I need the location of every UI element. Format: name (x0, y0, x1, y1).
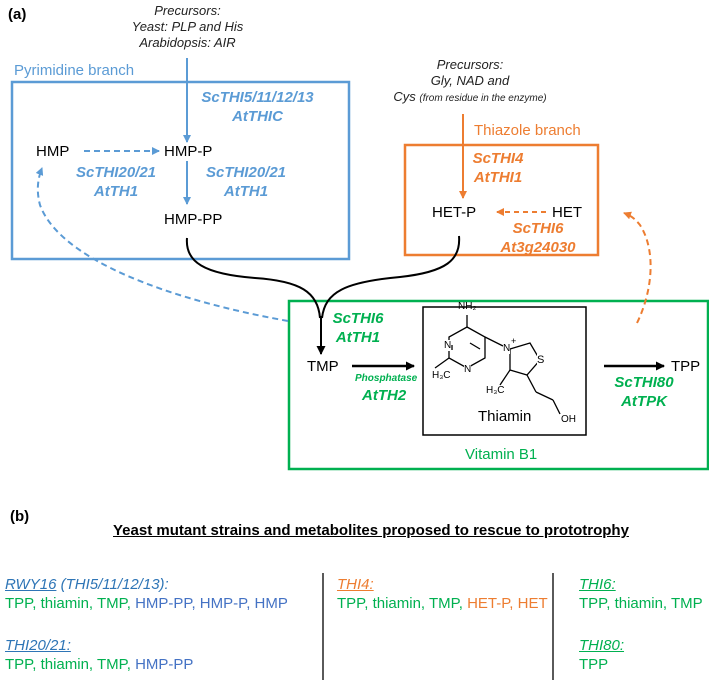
atom-oh: OH (561, 414, 576, 425)
connector-het-p (321, 235, 461, 319)
strain-thi20-row: THI20/21: TPP, thiamin, TMP, HMP-PP (5, 637, 193, 673)
metabolite-tmp: TMP (307, 358, 339, 375)
rescue-green-list: TPP (579, 656, 609, 673)
rescue-orange-list: HET-P, HET (467, 595, 548, 612)
metabolite-hmp: HMP (36, 143, 70, 160)
atom-n1: N (444, 340, 452, 351)
thiazole-precursors: Precursors: Gly, NAD and Cys (from resid… (390, 57, 550, 107)
atom-h3c-left: H₃C (432, 370, 451, 381)
enzyme-thi5-thic: ScTHI5/11/12/13 AtTHIC (201, 89, 314, 125)
atom-h3c-right: H₃C (486, 385, 505, 396)
rescue-blue-list: HMP-PP, HMP-P, HMP (135, 595, 288, 612)
pyrimidine-branch-box (10, 80, 351, 261)
phosphatase-label: Phosphatase (355, 373, 418, 384)
strain-thi4: THI4: (337, 576, 374, 593)
enzyme-thi6-at3g24030: ScTHI6 At3g24030 (500, 220, 576, 256)
pyrimidine-branch-title: Pyrimidine branch (14, 62, 135, 79)
metabolite-hmp-p: HMP-P (164, 143, 213, 160)
rescue-green-list: TPP, thiamin, TMP, (5, 595, 131, 612)
strain-thi6: THI6: (579, 576, 616, 593)
enzyme-thi4-thi1: ScTHI4 AtTHI1 (472, 150, 524, 186)
precursors-yeast: Yeast: PLP and His (131, 19, 244, 34)
atom-n3: N (503, 343, 511, 354)
strain-thi6-row: THI6: TPP, thiamin, TMP (579, 576, 703, 612)
thiamin-label: Thiamin (478, 408, 532, 425)
atom-n2: N (464, 364, 472, 375)
precursors-cys-note: (from residue in the enzyme) (419, 93, 547, 104)
pyrimidine-precursors: Precursors: Yeast: PLP and His Arabidops… (110, 3, 265, 51)
atom-plus: + (511, 336, 517, 346)
strain-thi4-row: THI4: TPP, thiamin, TMP, HET-P, HET (337, 576, 548, 612)
enzyme-thi20-left: ScTHI20/21 AtTH1 (75, 164, 157, 200)
strain-rwy16-row: RWY16 (THI5/11/12/13): TPP, thiamin, TMP… (5, 576, 288, 612)
precursors-title: Precursors: (154, 3, 221, 18)
vitamin-b1-title: Vitamin B1 (465, 446, 538, 463)
enzyme-thi80-tpk: ScTHI80 AtTPK (614, 374, 674, 410)
panel-b-heading: Yeast mutant strains and metabolites pro… (113, 522, 629, 539)
thiazole-branch-box (403, 143, 600, 257)
atom-s: S (537, 354, 545, 366)
thiazole-branch-title: Thiazole branch (474, 122, 581, 139)
precursors-cys: Cys (from residue in the enzyme) (393, 89, 547, 104)
precursors-gly-nad: Gly, NAD and (430, 73, 510, 88)
atom-nh2: NH₂ (458, 301, 477, 312)
thiamin-structure-box (422, 306, 587, 436)
enzyme-atth2: AtTH2 (362, 387, 407, 404)
panel-a-label: (a) (8, 6, 27, 23)
rescue-green-list: TPP, thiamin, TMP, (337, 595, 463, 612)
metabolite-tpp: TPP (671, 358, 701, 375)
rescue-green-list: TPP, thiamin, TMP, (5, 656, 131, 673)
precursors-title: Precursors: (436, 57, 504, 72)
strain-rwy16-genes: (THI5/11/12/13): (60, 576, 169, 593)
arrow-tpp-recycle-to-hmp (35, 167, 289, 322)
vitamin-b1-box (287, 299, 709, 471)
metabolite-het-p: HET-P (432, 204, 477, 221)
rescue-blue-list: HMP-PP (135, 656, 194, 673)
strain-thi80-row: THI80: TPP (579, 637, 624, 673)
panel-b-label: (b) (10, 508, 30, 525)
precursors-arabidopsis: Arabidopsis: AIR (139, 35, 236, 50)
metabolite-het: HET (552, 204, 582, 221)
metabolite-hmp-pp: HMP-PP (164, 211, 223, 228)
strain-rwy16: RWY16 (5, 576, 57, 593)
strain-thi80: THI80: (579, 637, 625, 654)
thiamin-structure (434, 315, 561, 415)
arrow-tpp-recycle-to-het (623, 211, 652, 324)
enzyme-thi20-right: ScTHI20/21 AtTH1 (205, 164, 287, 200)
rescue-green-list: TPP, thiamin, TMP (579, 595, 703, 612)
enzyme-thi6-th1: ScTHI6 AtTH1 (332, 310, 384, 346)
connector-hmp-pp (185, 237, 321, 319)
strain-thi20-21: THI20/21: (5, 637, 71, 654)
